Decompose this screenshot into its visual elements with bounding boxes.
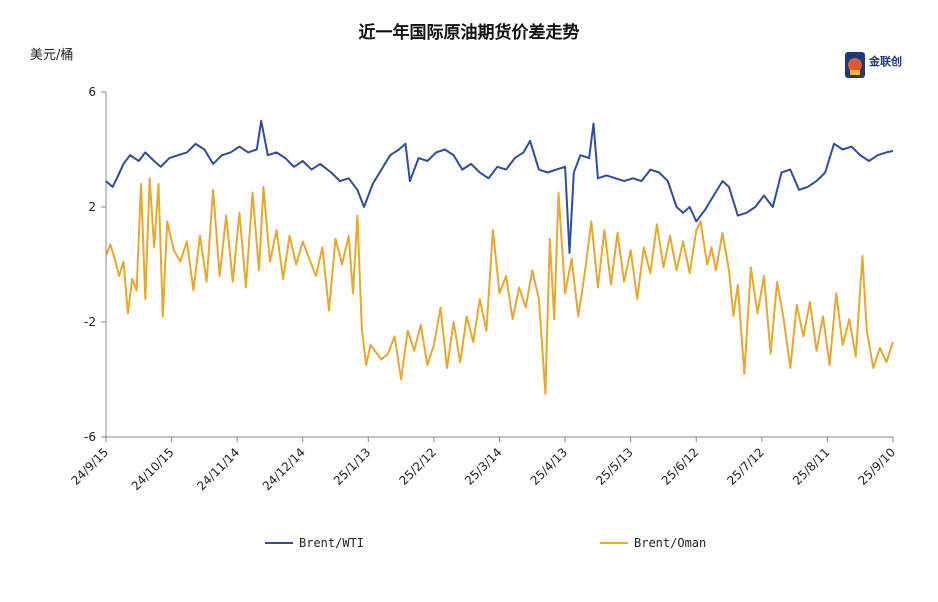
y-tick-label: 6 [88, 85, 96, 99]
x-tick-label: 25/5/13 [593, 445, 636, 488]
x-tick-label: 25/6/12 [659, 445, 702, 488]
legend-label: Brent/Oman [634, 536, 707, 550]
legend-item-brent-oman: Brent/Oman [600, 536, 706, 550]
x-tick-label: 24/12/14 [260, 445, 308, 493]
x-tick-label: 25/8/11 [790, 445, 833, 488]
x-tick-label: 25/7/12 [724, 445, 767, 488]
x-tick-label: 24/10/15 [129, 445, 177, 493]
y-tick-label: 2 [88, 200, 96, 214]
x-tick-label: 24/9/15 [69, 445, 112, 488]
y-axis-unit-label: 美元/桶 [30, 48, 74, 63]
legend-label: Brent/WTI [299, 536, 365, 550]
series-line-brent-oman [105, 177, 894, 395]
x-tick-label: 24/11/14 [194, 445, 242, 493]
x-tick-label: 25/3/14 [462, 445, 505, 488]
series-line-brent-wti [105, 119, 894, 254]
jinlianchuang-logo-icon: 金联创 [843, 50, 915, 82]
series-layer [105, 119, 894, 395]
legend-swatch [265, 542, 293, 544]
legend-swatch [600, 542, 628, 544]
logo-mark-icon [845, 52, 865, 78]
y-tick-label: -2 [84, 315, 96, 329]
x-tick-label: 25/9/10 [856, 445, 899, 488]
x-tick-label: 25/4/13 [528, 445, 571, 488]
y-tick-label: -6 [84, 430, 96, 444]
chart-title: 近一年国际原油期货价差走势 [358, 23, 580, 43]
legend-item-brent-wti: Brent/WTI [265, 536, 364, 550]
logo-text: 金联创 [869, 55, 902, 68]
x-tick-label: 25/1/13 [331, 445, 374, 488]
x-tick-label: 25/2/12 [396, 445, 439, 488]
